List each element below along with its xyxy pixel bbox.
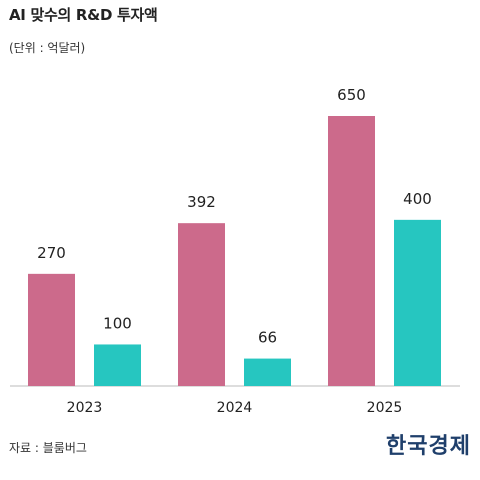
data-label-2024-series-2: 66 — [258, 329, 277, 347]
bar-2023-series-1 — [28, 273, 75, 386]
bar-2023-series-2 — [94, 344, 141, 386]
bar-2024-series-1 — [178, 223, 225, 386]
source-note: 자료 : 블룸버그 — [9, 441, 87, 455]
x-tick-label-2023: 2023 — [67, 400, 103, 416]
data-label-2024-series-1: 392 — [187, 193, 216, 211]
chart-title: AI 맞수의 R&D 투자액 — [9, 6, 158, 24]
data-label-2023-series-1: 270 — [37, 244, 66, 262]
bar-2025-series-1 — [328, 116, 375, 386]
data-label-2025-series-1: 650 — [337, 86, 366, 104]
publisher-logo: 한국경제 — [386, 433, 471, 459]
x-tick-label-2024: 2024 — [217, 400, 253, 416]
chart-unit: (단위 : 억달러) — [9, 41, 86, 55]
data-label-2023-series-2: 100 — [103, 314, 132, 332]
data-label-2025-series-2: 400 — [403, 190, 432, 208]
x-tick-label-2025: 2025 — [367, 400, 403, 416]
bar-2025-series-2 — [394, 219, 441, 386]
bar-2024-series-2 — [244, 358, 291, 386]
